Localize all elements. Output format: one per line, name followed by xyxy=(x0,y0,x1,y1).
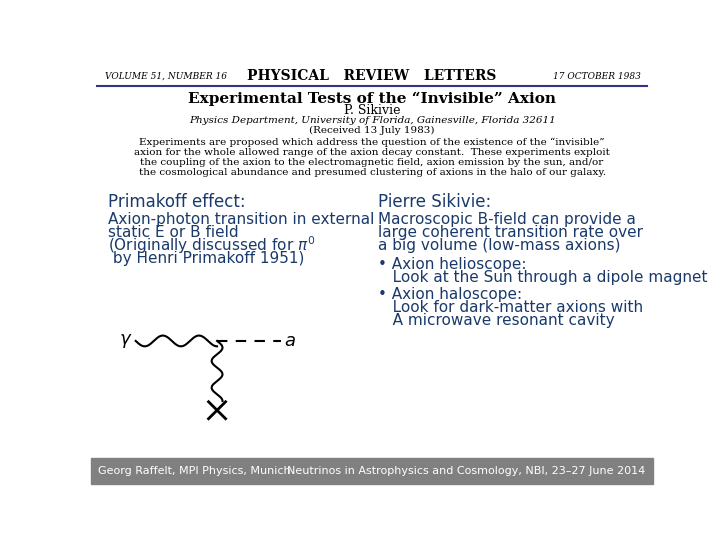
Text: Axion-photon transition in external: Axion-photon transition in external xyxy=(107,212,374,227)
Text: Primakoff effect:: Primakoff effect: xyxy=(107,193,245,211)
Text: Experimental Tests of the “Invisible” Axion: Experimental Tests of the “Invisible” Ax… xyxy=(188,92,556,106)
Text: Look for dark-matter axions with: Look for dark-matter axions with xyxy=(378,300,643,316)
Text: A microwave resonant cavity: A microwave resonant cavity xyxy=(378,313,614,329)
Text: Look at the Sun through a dipole magnet: Look at the Sun through a dipole magnet xyxy=(378,270,707,285)
Text: 17 OCTOBER 1983: 17 OCTOBER 1983 xyxy=(553,72,641,81)
Text: $\gamma$: $\gamma$ xyxy=(119,332,133,350)
Text: Neutrinos in Astrophysics and Cosmology, NBI, 23–27 June 2014: Neutrinos in Astrophysics and Cosmology,… xyxy=(287,466,645,476)
Text: Macroscopic B-field can provide a: Macroscopic B-field can provide a xyxy=(378,212,635,227)
Text: (Originally discussed for $\pi^0$: (Originally discussed for $\pi^0$ xyxy=(107,234,315,256)
Text: by Henri Primakoff 1951): by Henri Primakoff 1951) xyxy=(107,251,304,266)
Text: static E or B field: static E or B field xyxy=(107,225,238,240)
Text: a big volume (low-mass axions): a big volume (low-mass axions) xyxy=(378,238,620,253)
Text: the coupling of the axion to the electromagnetic field, axion emission by the su: the coupling of the axion to the electro… xyxy=(140,158,604,167)
Text: the cosmological abundance and presumed clustering of axions in the halo of our : the cosmological abundance and presumed … xyxy=(139,168,605,177)
Text: Pierre Sikivie:: Pierre Sikivie: xyxy=(378,193,491,211)
Text: • Axion helioscope:: • Axion helioscope: xyxy=(378,257,526,272)
Text: axion for the whole allowed range of the axion decay constant.  These experiment: axion for the whole allowed range of the… xyxy=(134,148,610,157)
Bar xyxy=(91,458,653,484)
Text: Georg Raffelt, MPI Physics, Munich: Georg Raffelt, MPI Physics, Munich xyxy=(99,466,291,476)
Text: large coherent transition rate over: large coherent transition rate over xyxy=(378,225,643,240)
Text: • Axion haloscope:: • Axion haloscope: xyxy=(378,287,521,302)
Text: P. Sikivie: P. Sikivie xyxy=(344,104,400,117)
Text: $a$: $a$ xyxy=(285,332,296,350)
Text: Experiments are proposed which address the question of the existence of the “inv: Experiments are proposed which address t… xyxy=(139,138,605,147)
Text: PHYSICAL   REVIEW   LETTERS: PHYSICAL REVIEW LETTERS xyxy=(248,69,497,83)
Text: Physics Department, University of Florida, Gainesville, Florida 32611: Physics Department, University of Florid… xyxy=(189,116,555,125)
Text: (Received 13 July 1983): (Received 13 July 1983) xyxy=(309,126,435,134)
Text: VOLUME 51, NUMBER 16: VOLUME 51, NUMBER 16 xyxy=(105,72,227,81)
